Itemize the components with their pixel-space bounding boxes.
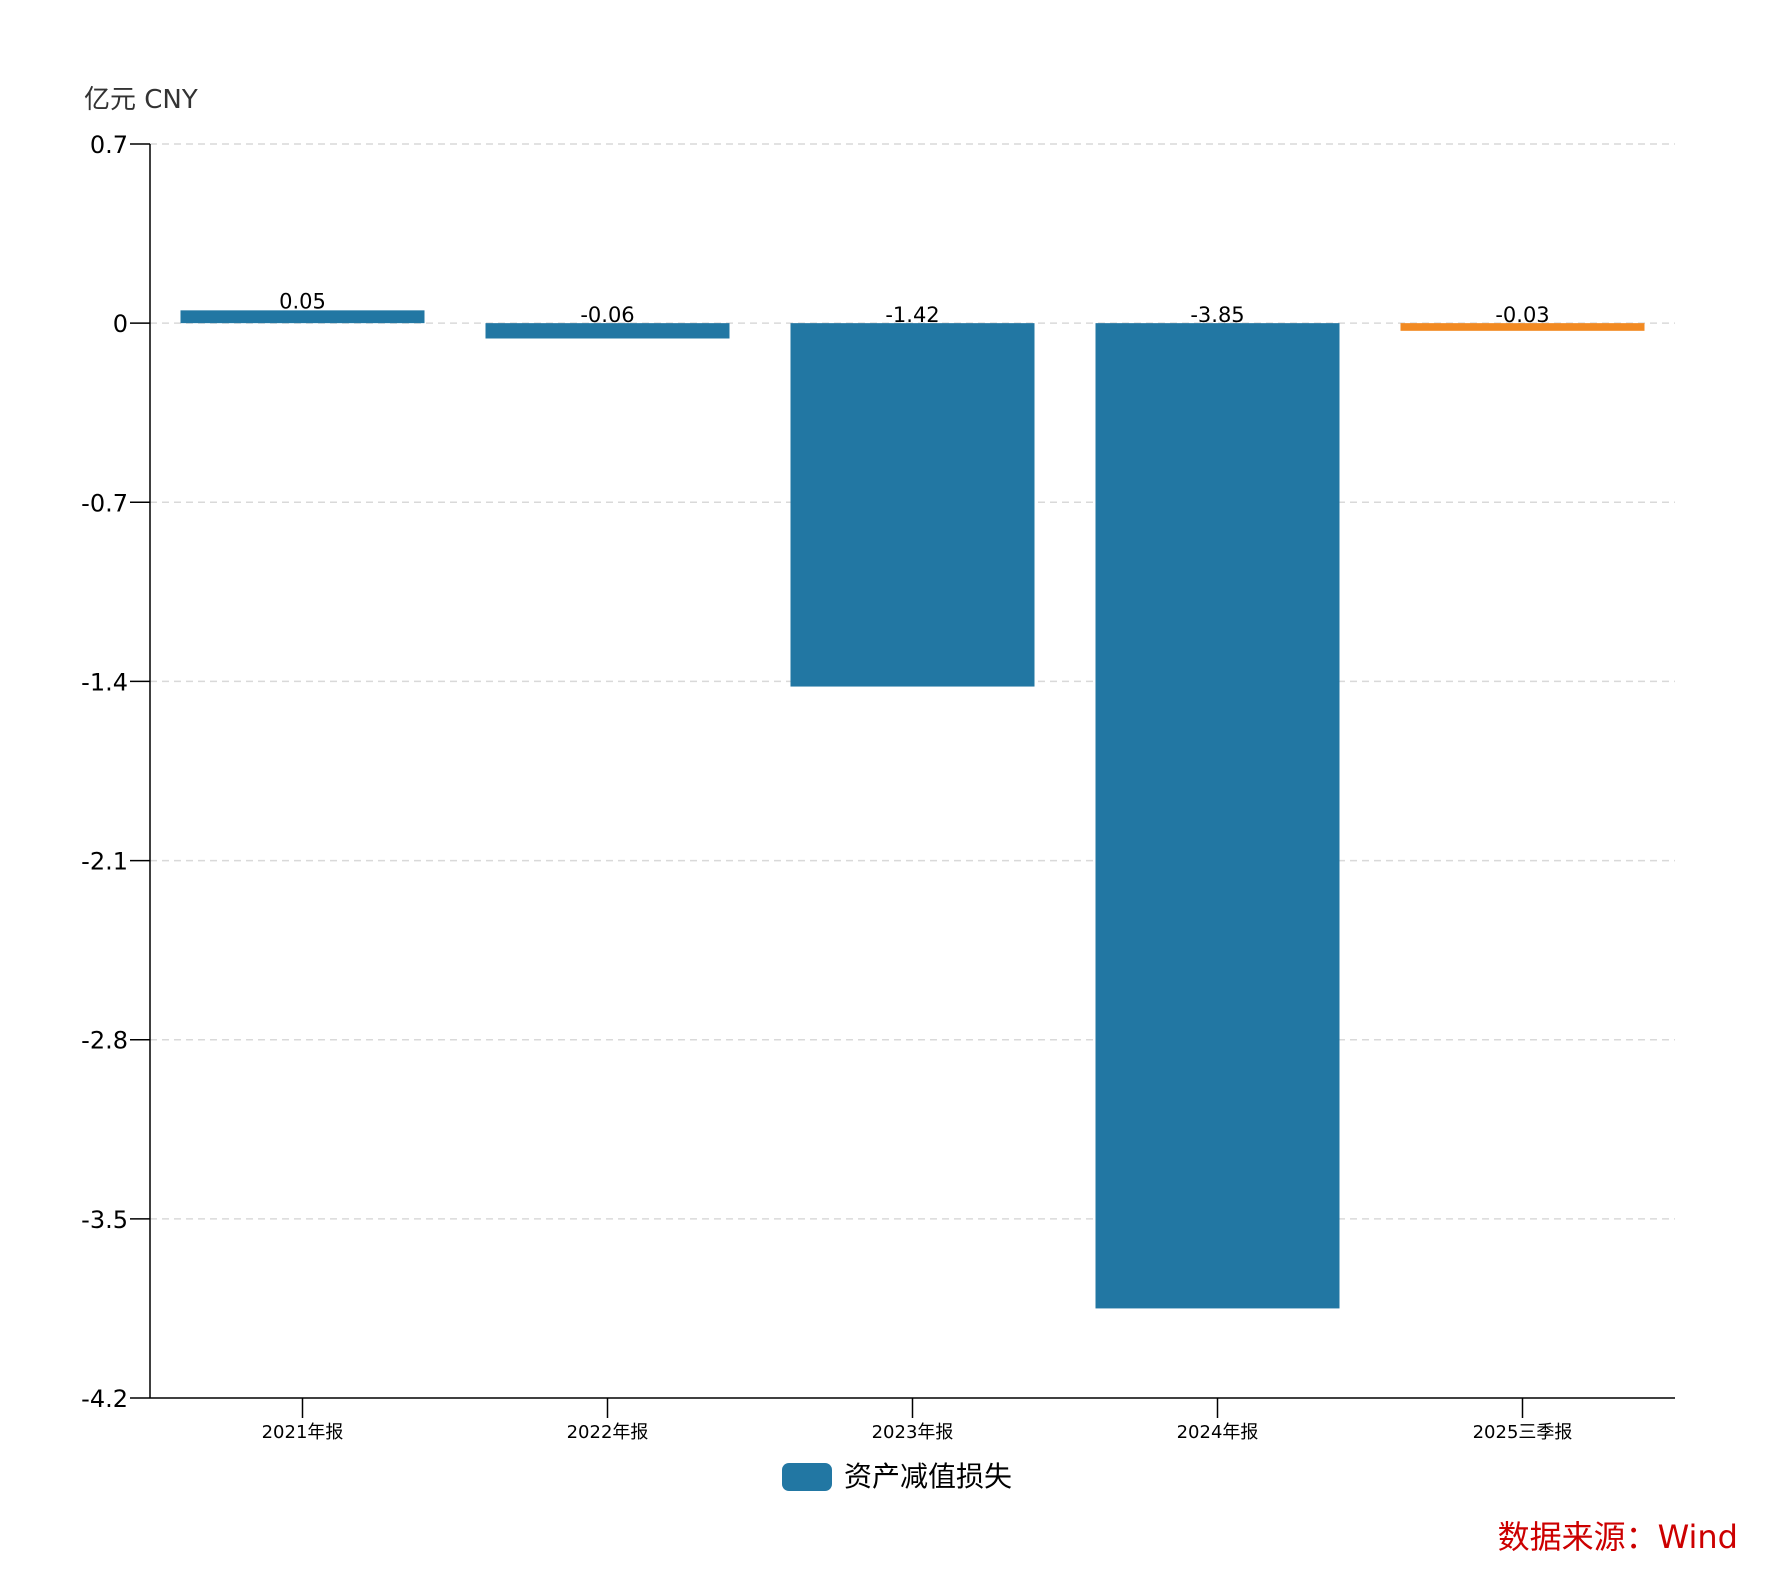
legend: 资产减值损失 <box>782 1460 1012 1493</box>
y-tick-label: 0.7 <box>90 131 128 159</box>
x-tick-label: 2025三季报 <box>1473 1422 1573 1443</box>
bar-1 <box>180 310 425 324</box>
bar-4 <box>1095 323 1340 1309</box>
data-label-3: -1.42 <box>885 303 939 327</box>
y-tick-label: -1.4 <box>81 668 128 696</box>
bar-2 <box>485 323 730 339</box>
y-tick-label: -2.1 <box>81 848 128 876</box>
data-label-2: -0.06 <box>580 303 634 327</box>
x-tick-label: 2021年报 <box>262 1422 344 1443</box>
data-label-1: 0.05 <box>279 289 326 313</box>
bar-5 <box>1400 323 1645 331</box>
data-source-note: 数据来源：Wind <box>1497 1518 1738 1556</box>
y-tick-label: -4.2 <box>81 1385 128 1413</box>
x-tick-label: 2024年报 <box>1177 1422 1259 1443</box>
y-axis-unit-label: 亿元 CNY <box>84 85 198 115</box>
bar-3 <box>790 323 1035 687</box>
legend-swatch <box>782 1463 832 1491</box>
y-tick-label: 0 <box>113 310 128 338</box>
y-tick-label: -0.7 <box>81 489 128 517</box>
data-labels: 0.05 -0.06 -1.42 -3.85 -0.03 <box>279 289 1550 327</box>
y-tick-label: -2.8 <box>81 1027 128 1055</box>
data-label-5: -0.03 <box>1495 303 1549 327</box>
legend-label: 资产减值损失 <box>844 1460 1012 1493</box>
x-tick-label: 2022年报 <box>567 1422 649 1443</box>
tick-labels: 0.7 0 -0.7 -1.4 -2.1 -2.8 -3.5 -4.2 2021年报 2022年报… <box>81 131 1572 1443</box>
axes <box>130 143 1675 1418</box>
x-tick-label: 2023年报 <box>872 1422 954 1443</box>
y-tick-label: -3.5 <box>81 1206 128 1234</box>
bars <box>180 310 1645 1309</box>
data-label-4: -3.85 <box>1190 303 1244 327</box>
